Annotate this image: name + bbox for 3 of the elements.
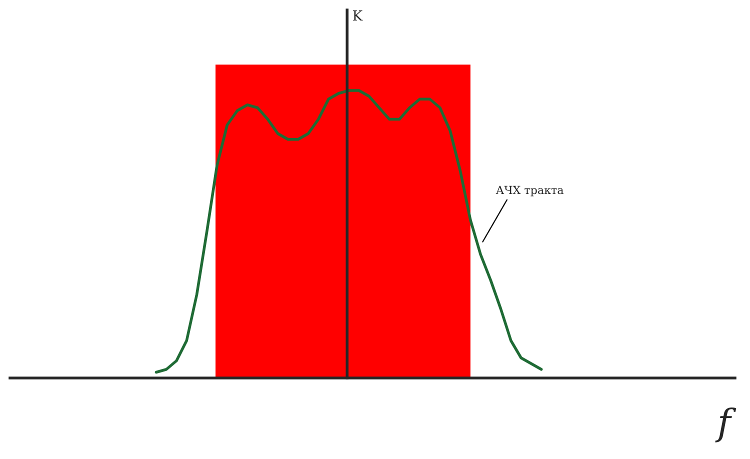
text: f bbox=[715, 407, 736, 442]
annotation: АЧХ тракта bbox=[496, 186, 564, 196]
text: K bbox=[352, 10, 363, 21]
